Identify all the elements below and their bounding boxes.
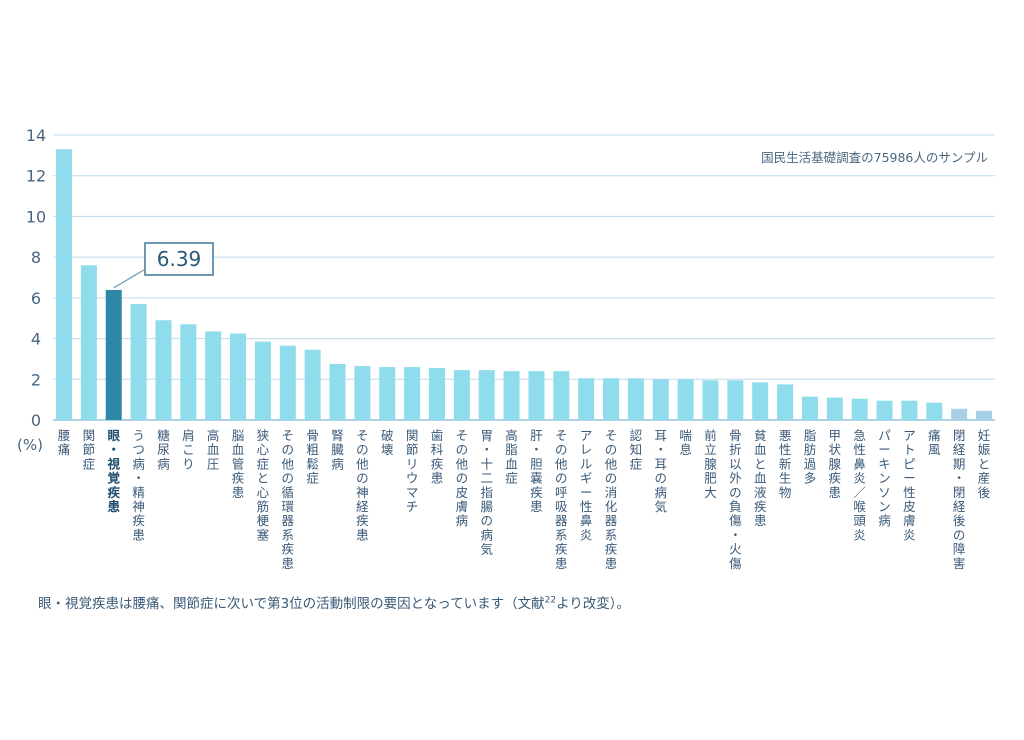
bar-6 — [180, 324, 197, 420]
bar-28 — [727, 380, 744, 420]
category-label-6: 肩こり — [182, 428, 195, 471]
category-label-23: その他の消化器系疾患 — [605, 428, 618, 571]
caption-text-after: より改変）。 — [556, 596, 631, 612]
bar-27 — [702, 380, 719, 420]
bar-11 — [304, 349, 321, 420]
bar-7 — [205, 331, 222, 420]
category-label-16: 歯科疾患 — [431, 428, 444, 486]
bar-34 — [876, 400, 893, 420]
caption-reference: 22 — [544, 595, 557, 606]
bar-29 — [752, 382, 769, 420]
bar-2 — [80, 265, 97, 420]
callout-leader-line — [113, 269, 145, 289]
source-note: 国民生活基礎調査の75986人のサンプル — [761, 150, 988, 165]
category-label-22: アレルギー性鼻炎 — [580, 428, 593, 542]
y-tick-label: 0 — [31, 411, 41, 430]
category-label-15: 関節リウマチ — [406, 428, 419, 514]
bar-5 — [155, 320, 172, 420]
category-label-11: 骨粗鬆症 — [306, 428, 319, 486]
bar-32 — [826, 397, 843, 420]
category-label-25: 耳・耳の病気 — [654, 428, 667, 514]
bar-33 — [851, 398, 868, 420]
category-label-4: うつ病・精神疾患 — [132, 428, 145, 542]
category-label-38: 妊娠と産後 — [978, 428, 991, 500]
bar-37 — [951, 408, 968, 420]
caption-text-before: 眼・視覚疾患は腰痛、関節症に次いで第3位の活動制限の要因となっています（文献 — [38, 596, 545, 612]
bar-3 — [105, 289, 122, 420]
bar-22 — [578, 378, 595, 420]
bar-10 — [279, 345, 296, 420]
bar-13 — [354, 366, 371, 420]
bar-8 — [230, 333, 247, 420]
category-label-9: 狭心症と心筋梗塞 — [257, 428, 270, 542]
category-label-3: 眼・視覚疾患 — [106, 428, 120, 514]
callout-value-label: 6.39 — [157, 247, 202, 271]
bar-16 — [428, 368, 445, 420]
category-label-21: その他の呼吸器系疾患 — [555, 428, 568, 571]
category-label-27: 前立腺肥大 — [704, 428, 717, 500]
bar-19 — [503, 371, 520, 420]
y-tick-label: 6 — [31, 289, 41, 308]
category-label-19: 高脂血症 — [505, 428, 518, 486]
bar-23 — [603, 378, 620, 420]
bar-20 — [528, 371, 545, 420]
callout-box — [144, 242, 214, 276]
y-tick-label: 14 — [26, 126, 46, 145]
category-label-10: その他の循環器系疾患 — [282, 428, 295, 571]
bar-21 — [553, 371, 570, 420]
bar-36 — [926, 402, 943, 420]
category-label-26: 喘息 — [679, 428, 692, 457]
bar-30 — [777, 384, 794, 420]
bar-chart-svg: 0 2 4 6 8 10 12 14 (%) 国民生活基礎調査の75986人のサンプル腰痛関節症眼… — [17, 126, 995, 571]
y-tick-label: 4 — [31, 330, 41, 349]
bar-14 — [379, 367, 396, 420]
bar-4 — [130, 303, 147, 420]
y-tick-label: 8 — [31, 248, 41, 267]
y-tick-label: 2 — [31, 370, 41, 389]
category-label-33: 急性鼻炎／喉頭炎 — [853, 428, 866, 542]
category-label-20: 肝・胆嚢疾患 — [530, 428, 543, 514]
bar-35 — [901, 400, 918, 420]
category-label-2: 関節症 — [83, 428, 96, 471]
bar-26 — [677, 379, 694, 420]
category-label-37: 閉経期・閉経後の障害 — [953, 428, 966, 571]
category-label-18: 胃・十二指腸の病気 — [480, 428, 493, 557]
category-label-7: 高血圧 — [207, 428, 220, 471]
bar-1 — [56, 149, 72, 420]
figure-caption: 眼・視覚疾患は腰痛、関節症に次いで第3位の活動制限の要因となっています（文献22… — [38, 592, 631, 613]
bar-15 — [404, 367, 421, 420]
category-label-1: 腰痛 — [58, 428, 71, 457]
category-label-13: その他の神経疾患 — [356, 428, 369, 542]
bar-9 — [254, 341, 271, 420]
bar-18 — [478, 370, 495, 420]
category-label-34: パーキンソン病 — [878, 428, 891, 528]
category-label-17: その他の皮膚病 — [456, 428, 469, 528]
category-label-35: アトピー性皮膚炎 — [903, 428, 916, 542]
category-label-8: 脳血管疾患 — [232, 428, 245, 500]
category-label-28: 骨折以外の負傷・火傷 — [729, 428, 742, 571]
category-label-12: 腎臓病 — [331, 428, 344, 471]
bar-25 — [652, 379, 669, 420]
bar-31 — [801, 396, 818, 420]
category-label-31: 脂肪過多 — [804, 428, 817, 486]
category-label-14: 破壊 — [381, 428, 394, 457]
category-label-32: 甲状腺疾患 — [829, 428, 842, 500]
category-label-30: 悪性新生物 — [779, 428, 792, 500]
bar-24 — [627, 378, 644, 420]
category-label-29: 貧血と血液疾患 — [754, 428, 767, 528]
category-label-5: 糖尿病 — [157, 428, 170, 471]
bar-38 — [976, 410, 992, 420]
y-tick-label: 12 — [26, 167, 46, 186]
y-tick-label: 10 — [26, 207, 46, 226]
category-label-24: 認知症 — [630, 428, 643, 471]
bar-17 — [453, 370, 470, 420]
category-label-36: 痛風 — [928, 428, 941, 457]
bar-12 — [329, 364, 346, 420]
y-unit-label: (%) — [17, 436, 43, 454]
